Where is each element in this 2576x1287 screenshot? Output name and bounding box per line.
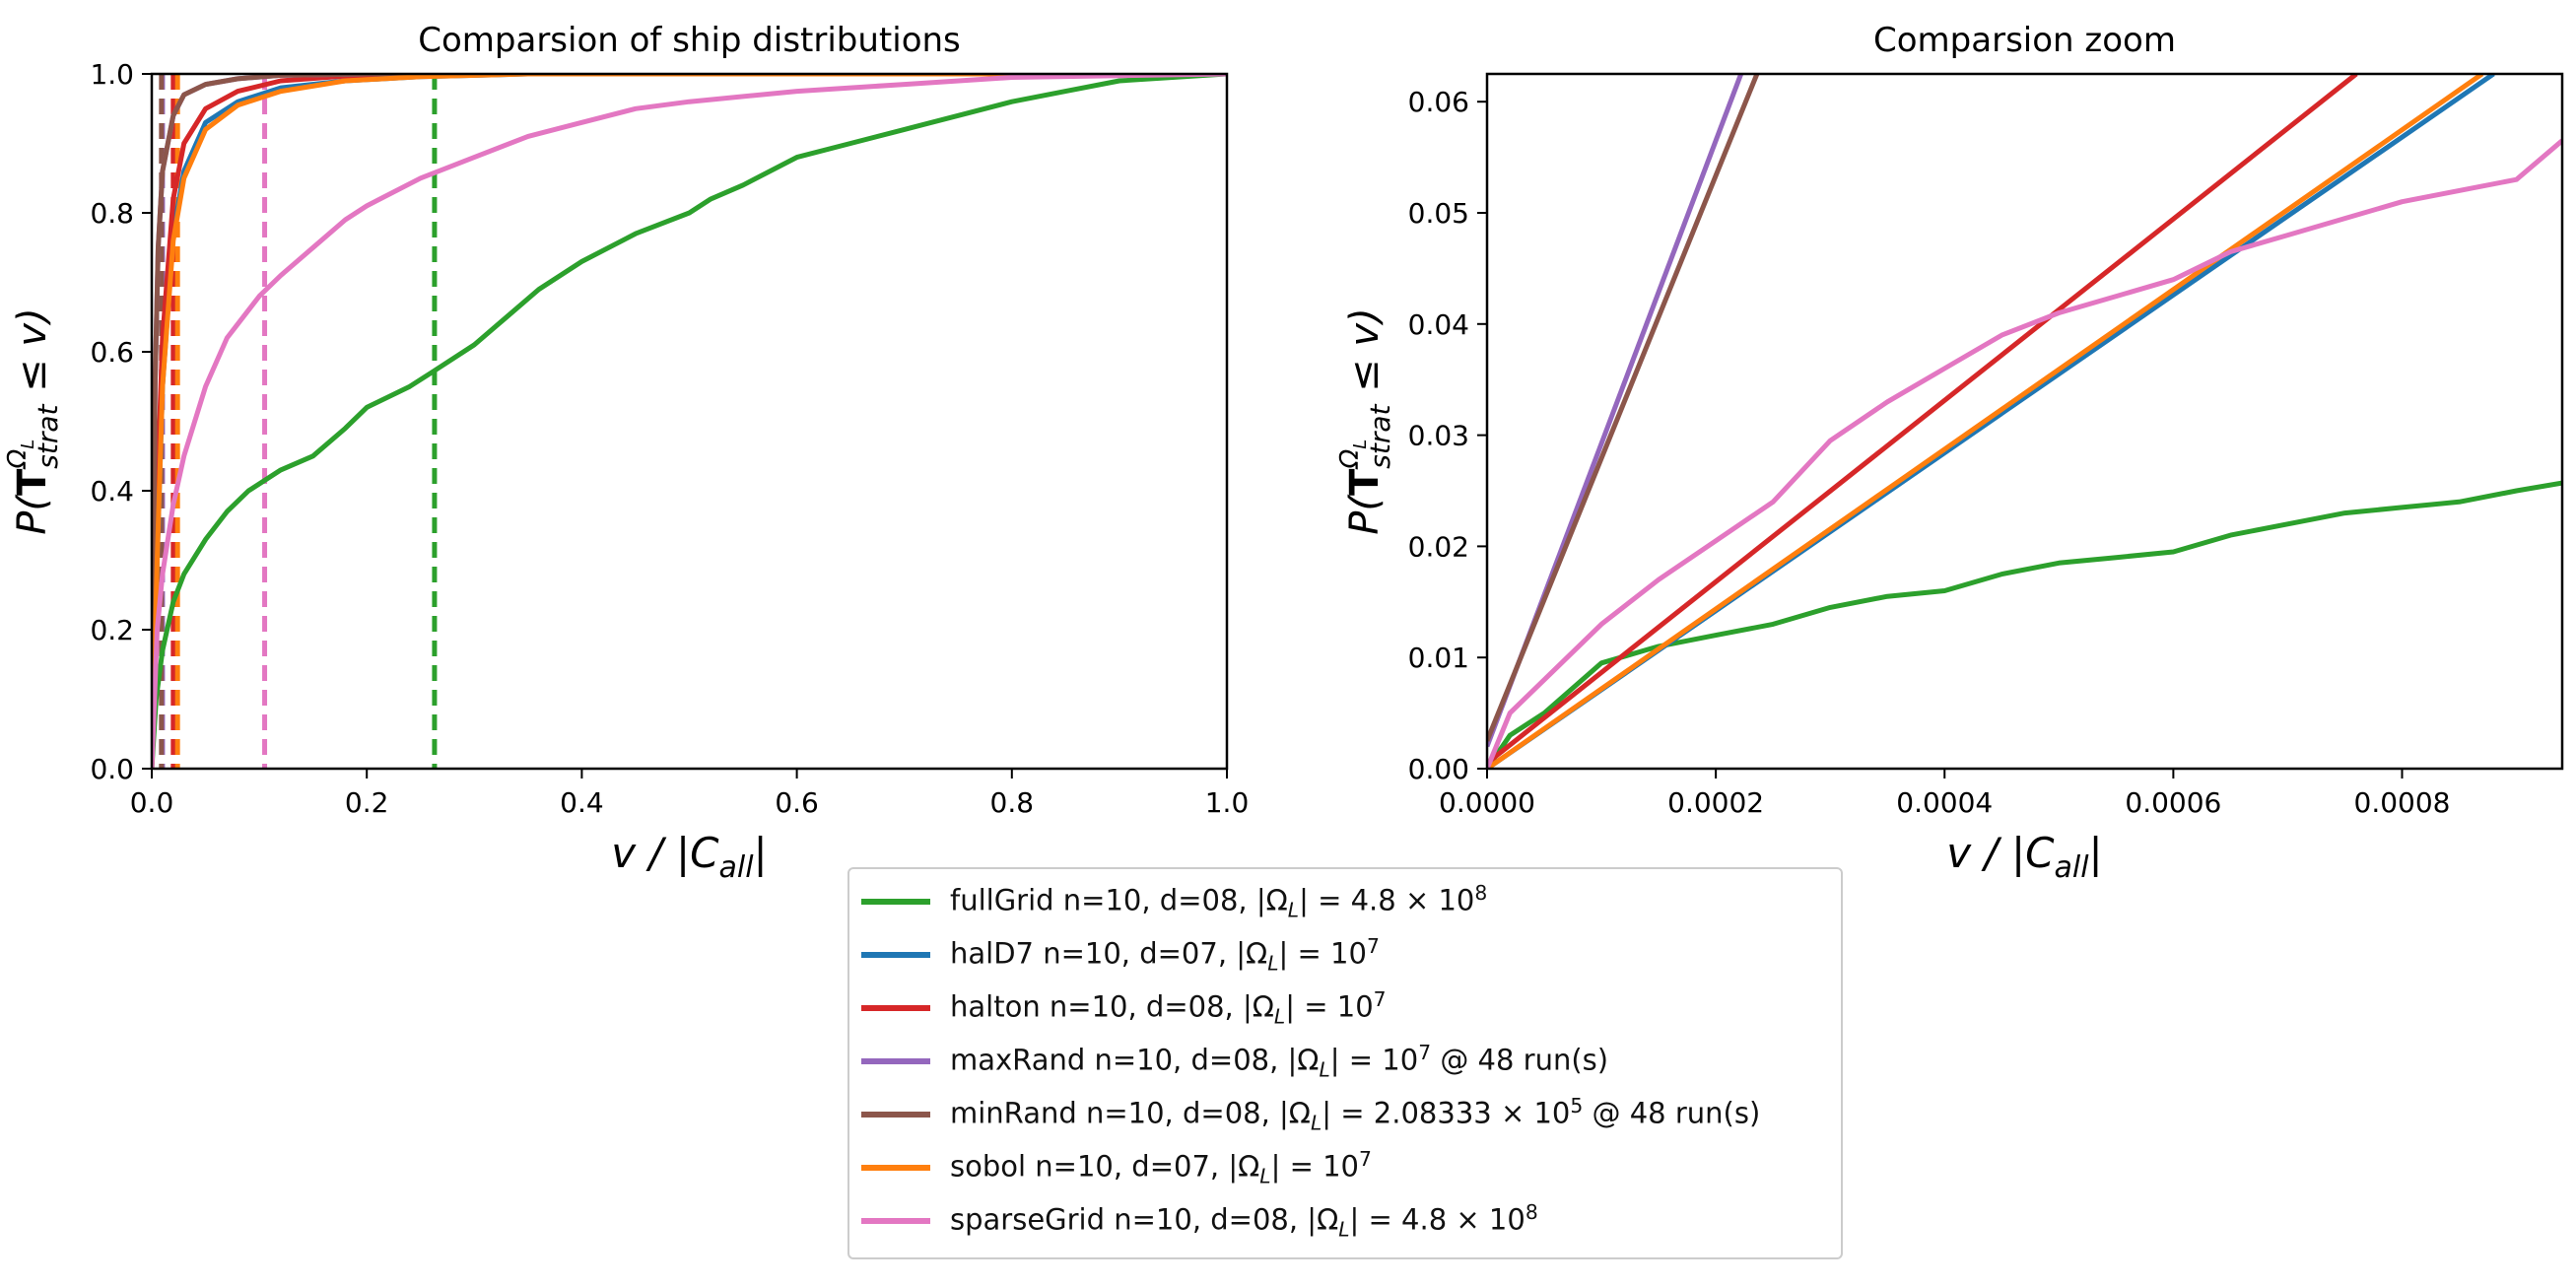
y-tick-label: 0.0 [90, 753, 134, 785]
series-line-sobol [152, 74, 1227, 769]
y-tick-label: 0.01 [1408, 642, 1469, 674]
y-axis-label: P(TΩLstrat ≤ v) [3, 307, 64, 534]
plot-frame [1485, 72, 2564, 771]
legend-entry: halD7 n=10, d=07, |ΩL| = 107 [861, 930, 1380, 980]
y-tick-label: 0.4 [90, 475, 134, 508]
plot-area [152, 74, 1227, 769]
legend-label: fullGrid n=10, d=08, |ΩL| = 4.8 × 108 [950, 881, 1488, 922]
y-tick-label: 0.02 [1408, 530, 1469, 563]
x-tick-label: 0.4 [560, 786, 604, 819]
legend-swatch [861, 1218, 930, 1224]
y-axis-label: P(TΩLstrat ≤ v) [1335, 307, 1396, 534]
series-line-minRand [1487, 74, 1760, 742]
series-line-sobol [1487, 74, 2484, 769]
series-line-maxRand [152, 74, 1227, 769]
x-tick-label: 0.0004 [1896, 786, 1993, 819]
series-line-fullGrid [1487, 480, 2562, 769]
series-line-halton [152, 74, 1227, 769]
legend-entry: sobol n=10, d=07, |ΩL| = 107 [861, 1143, 1372, 1192]
y-tick-label: 0.04 [1408, 308, 1469, 341]
plot-frame [150, 72, 1229, 771]
series-line-sparseGrid [1487, 138, 2562, 769]
plot-area [1487, 74, 2562, 769]
series-line-halD7 [152, 74, 1227, 769]
x-tick-label: 0.0 [130, 786, 174, 819]
legend-swatch [861, 952, 930, 958]
y-tick-label: 0.00 [1408, 753, 1469, 785]
legend-swatch [861, 899, 930, 905]
y-tick-label: 0.06 [1408, 86, 1469, 118]
legend-label: maxRand n=10, d=08, |ΩL| = 107 @ 48 run(… [950, 1041, 1609, 1082]
legend-entry: sparseGrid n=10, d=08, |ΩL| = 4.8 × 108 [861, 1196, 1538, 1246]
chart-title: Comparsion zoom [1873, 21, 2176, 60]
series-line-minRand [152, 74, 1227, 769]
legend-swatch [861, 1058, 930, 1064]
legend-swatch [861, 1112, 930, 1118]
left-chart-panel: 0.0 0.2 0.4 0.6 0.8 1.0 0.0 0.2 0.4 0.6 0.8 1.0 Comp… [3, 21, 1249, 885]
x-tick-label: 0.0002 [1667, 786, 1764, 819]
chart-title: Comparsion of ship distributions [418, 21, 961, 60]
y-tick-label: 0.6 [90, 336, 134, 369]
x-tick-label: 1.0 [1205, 786, 1250, 819]
legend-entry: fullGrid n=10, d=08, |ΩL| = 4.8 × 108 [861, 877, 1487, 926]
y-tick-label: 1.0 [90, 58, 134, 91]
legend-entry: halton n=10, d=08, |ΩL| = 107 [861, 983, 1387, 1033]
x-axis-label: v / |Call| [611, 829, 767, 885]
series-line-sparseGrid [152, 74, 1227, 769]
series-line-halton [1487, 74, 2358, 766]
x-tick-label: 0.0000 [1439, 786, 1535, 819]
legend-label: minRand n=10, d=08, |ΩL| = 2.08333 × 105… [950, 1094, 1761, 1135]
legend-entry: maxRand n=10, d=08, |ΩL| = 107 @ 48 run(… [861, 1037, 1608, 1086]
legend-swatch [861, 1005, 930, 1011]
legend-label: halD7 n=10, d=07, |ΩL| = 107 [950, 934, 1380, 976]
x-tick-label: 0.8 [990, 786, 1035, 819]
legend-label: sparseGrid n=10, d=08, |ΩL| = 4.8 × 108 [950, 1200, 1538, 1242]
y-tick-label: 0.03 [1408, 420, 1469, 452]
right-chart-panel: 0.0000 0.0002 0.0004 0.0006 0.0008 0.00 0.01 0.… [1335, 21, 2564, 885]
x-tick-label: 0.0006 [2125, 786, 2221, 819]
legend-label: halton n=10, d=08, |ΩL| = 107 [950, 987, 1387, 1029]
y-tick-label: 0.2 [90, 614, 134, 646]
series-line-fullGrid [152, 74, 1227, 769]
legend: fullGrid n=10, d=08, |ΩL| = 4.8 × 108 hal… [847, 867, 1843, 1259]
x-tick-label: 0.0008 [2354, 786, 2451, 819]
x-tick-label: 0.6 [775, 786, 819, 819]
legend-label: sobol n=10, d=07, |ΩL| = 107 [950, 1147, 1372, 1188]
legend-entry: minRand n=10, d=08, |ΩL| = 2.08333 × 105… [861, 1090, 1760, 1139]
y-tick-label: 0.8 [90, 197, 134, 230]
x-tick-label: 0.2 [345, 786, 389, 819]
y-tick-label: 0.05 [1408, 197, 1469, 230]
x-axis-label: v / |Call| [1946, 829, 2102, 885]
legend-swatch [861, 1165, 930, 1171]
